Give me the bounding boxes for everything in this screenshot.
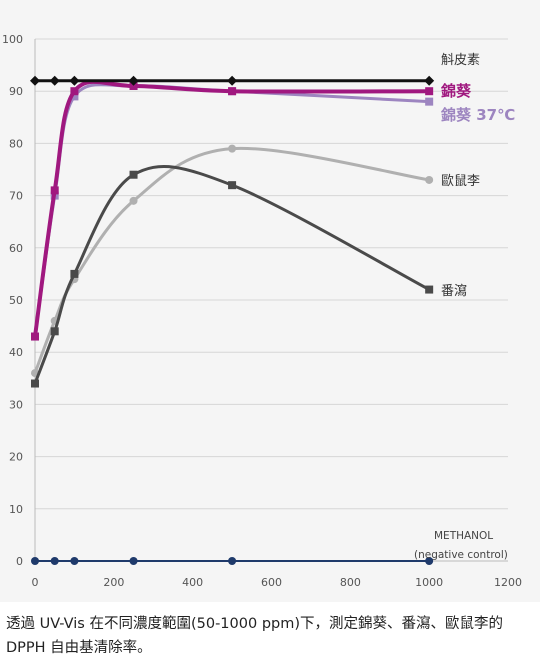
data-point	[228, 144, 237, 153]
figure-caption: 透過 UV-Vis 在不同濃度範圍(50-1000 ppm)下，測定錦葵、番瀉、…	[6, 616, 504, 656]
data-point	[228, 181, 237, 190]
x-tick-label: 600	[261, 576, 282, 589]
y-tick-label: 0	[16, 555, 23, 568]
data-point	[425, 175, 434, 184]
x-tick-label: 1000	[415, 576, 443, 589]
methanol-label: METHANOL	[434, 530, 493, 542]
chart-area: 0 10 20 30 40 50 60 70 80 90 100 0 200 400 600 800 1000 1…	[2, 33, 522, 589]
methanol-sublabel: (negative control)	[414, 549, 508, 561]
x-tick-label: 200	[103, 576, 124, 589]
y-tick-label: 60	[9, 242, 23, 255]
series-label-buckthorn: 歐鼠李	[441, 174, 480, 189]
data-point	[129, 196, 138, 205]
series-label-mallow: 錦葵	[440, 82, 472, 100]
data-point	[31, 332, 39, 341]
y-tick-label: 40	[9, 346, 23, 359]
data-point	[425, 557, 434, 565]
y-tick-label: 100	[2, 33, 23, 46]
series-label-quercetin: 斛皮素	[441, 53, 480, 68]
data-point	[69, 75, 80, 86]
data-point	[129, 81, 138, 90]
data-point	[70, 557, 79, 565]
data-point	[31, 379, 39, 388]
data-point	[425, 97, 434, 106]
series-line-2	[33, 83, 431, 339]
x-tick-label: 800	[340, 576, 361, 589]
data-point	[128, 75, 139, 86]
data-point	[129, 557, 138, 565]
data-point	[50, 557, 59, 565]
data-point	[227, 75, 238, 86]
data-point	[30, 75, 40, 86]
series-line-4	[33, 164, 431, 386]
data-point	[49, 75, 60, 86]
y-tick-label: 90	[9, 85, 23, 98]
y-tick-label: 30	[9, 398, 23, 411]
data-point	[425, 285, 434, 294]
data-point	[70, 92, 79, 101]
y-tick-label: 10	[9, 503, 23, 516]
data-point	[70, 87, 79, 96]
data-point	[425, 87, 434, 96]
y-tick-label: 70	[9, 190, 23, 203]
x-tick-label: 400	[182, 576, 203, 589]
data-point	[70, 269, 79, 278]
data-point	[228, 87, 237, 96]
data-point	[50, 327, 59, 336]
y-tick-label: 50	[9, 294, 23, 307]
data-point	[129, 170, 138, 179]
y-tick-label: 80	[9, 137, 23, 150]
series-label-mallow-37: 錦葵 37℃	[440, 106, 515, 124]
x-tick-label: 1200	[494, 576, 522, 589]
data-point	[50, 186, 59, 195]
series-label-senna: 番瀉	[441, 283, 467, 299]
data-point	[424, 75, 435, 86]
data-point	[31, 557, 39, 565]
data-point	[228, 557, 237, 565]
series-line-1	[33, 79, 432, 339]
y-tick-label: 20	[9, 451, 23, 464]
x-tick-label: 0	[32, 576, 39, 589]
